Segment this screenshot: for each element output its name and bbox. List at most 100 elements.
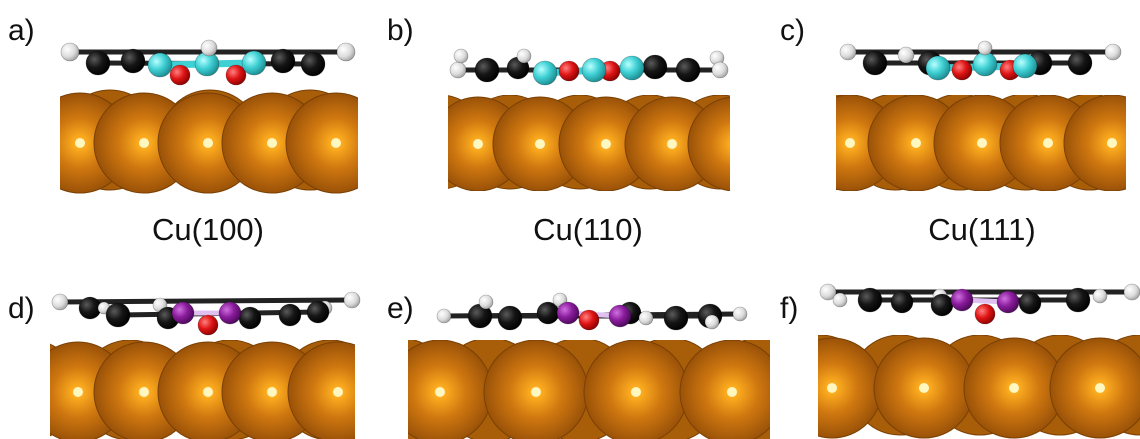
copper-atom-highlight	[333, 387, 343, 397]
molecule-e	[436, 292, 748, 331]
molecule-d	[51, 291, 361, 336]
carbon-atom	[642, 54, 668, 80]
carbon-atom	[300, 51, 326, 77]
copper-atom-highlight	[667, 139, 677, 149]
oxygen-atom	[225, 64, 247, 86]
carbon-atom	[1065, 287, 1091, 313]
copper-slab-a	[60, 89, 358, 194]
panel-e: e)	[387, 292, 770, 439]
hydrogen-atom	[343, 291, 361, 309]
carbon-atom	[270, 48, 296, 74]
copper-atom-highlight	[631, 387, 641, 397]
copper-atom-highlight	[435, 387, 445, 397]
hydrogen-atom	[839, 43, 857, 61]
carbon-atom	[238, 306, 262, 330]
copper-atom	[1063, 95, 1126, 191]
panel-label-f: f)	[780, 292, 798, 325]
copper-atom-highlight	[203, 387, 213, 397]
highlighted-atom-purple	[950, 288, 974, 312]
copper-atom-highlight	[919, 383, 929, 393]
highlighted-atom-cyan	[147, 52, 173, 78]
panel-label-a: a)	[8, 14, 35, 47]
copper-slab-b	[448, 95, 730, 191]
panel-label-b: b)	[387, 14, 414, 47]
hydrogen-atom	[832, 292, 848, 308]
molecule-c	[839, 40, 1122, 81]
carbon-atom	[862, 50, 888, 76]
carbon-atom	[120, 48, 146, 74]
highlighted-atom-purple	[608, 304, 632, 328]
copper-slab-c	[836, 95, 1126, 191]
hydrogen-atom	[336, 42, 356, 62]
copper-atom-highlight	[331, 138, 341, 148]
copper-atom-highlight	[845, 138, 855, 148]
carbon-atom	[1067, 50, 1093, 76]
highlighted-atom-cyan	[241, 50, 267, 76]
carbon-atom	[497, 305, 523, 331]
copper-atom-highlight	[1043, 138, 1053, 148]
highlighted-atom-purple	[171, 301, 195, 325]
panel-b: b) Cu(110)	[387, 14, 730, 247]
copper-slab-d	[50, 340, 355, 439]
hydrogen-atom	[638, 310, 654, 326]
highlighted-atom-cyan	[925, 55, 951, 81]
carbon-atom	[663, 305, 689, 331]
carbon-atom	[306, 300, 330, 324]
hydrogen-atom	[1123, 283, 1140, 301]
carbon-atom	[890, 290, 914, 314]
molecule-b	[449, 48, 729, 86]
hydrogen-atom	[732, 306, 748, 322]
hydrogen-atom	[977, 40, 993, 56]
copper-atom	[679, 340, 770, 439]
hydrogen-atom	[200, 39, 218, 57]
carbon-atom	[278, 303, 302, 327]
highlighted-atom-cyan	[532, 60, 558, 86]
carbon-atom	[78, 296, 102, 320]
hydrogen-atom	[1092, 288, 1108, 304]
copper-atom-highlight	[727, 387, 737, 397]
copper-atom	[687, 96, 730, 191]
carbon-atom	[675, 57, 701, 83]
hydrogen-atom	[51, 293, 69, 311]
oxygen-atom	[951, 59, 973, 81]
oxygen-atom	[197, 314, 219, 336]
surface-caption-cu110: Cu(110)	[533, 212, 643, 247]
highlighted-atom-purple	[556, 301, 580, 325]
carbon-atom	[105, 302, 131, 328]
oxygen-atom	[169, 64, 191, 86]
hydrogen-atom	[819, 283, 837, 301]
oxygen-atom	[578, 309, 600, 331]
highlighted-atom-purple	[996, 290, 1020, 314]
copper-atom-highlight	[601, 139, 611, 149]
copper-atom-highlight	[473, 139, 483, 149]
copper-atom-highlight	[1095, 383, 1105, 393]
copper-atom-highlight	[977, 138, 987, 148]
hydrogen-atom	[453, 48, 469, 64]
highlighted-atom-cyan	[1012, 53, 1038, 79]
copper-atom-highlight	[203, 138, 213, 148]
hydrogen-atom	[436, 308, 452, 324]
panel-a: a) Cu(100)	[8, 14, 358, 247]
panel-f: f)	[780, 283, 1140, 439]
copper-atom-back	[60, 133, 61, 147]
hydrogen-atom	[449, 61, 467, 79]
highlighted-atom-purple	[218, 301, 242, 325]
copper-atom-highlight	[911, 138, 921, 148]
copper-atom-highlight	[267, 138, 277, 148]
copper-atom	[287, 341, 355, 439]
copper-atom-highlight	[267, 387, 277, 397]
carbon-atom	[474, 57, 500, 83]
panel-label-e: e)	[387, 292, 414, 325]
carbon-atom	[85, 50, 111, 76]
carbon-atom	[857, 287, 883, 313]
hydrogen-atom	[516, 48, 532, 64]
hydrogen-atom	[1104, 43, 1122, 61]
copper-atom-highlight	[827, 383, 837, 393]
copper-atom-highlight	[1107, 138, 1117, 148]
copper-atom-highlight	[1009, 383, 1019, 393]
copper-atom-highlight	[535, 139, 545, 149]
panel-label-c: c)	[780, 14, 805, 47]
carbon-atom	[1018, 291, 1042, 315]
oxygen-atom	[558, 60, 580, 82]
